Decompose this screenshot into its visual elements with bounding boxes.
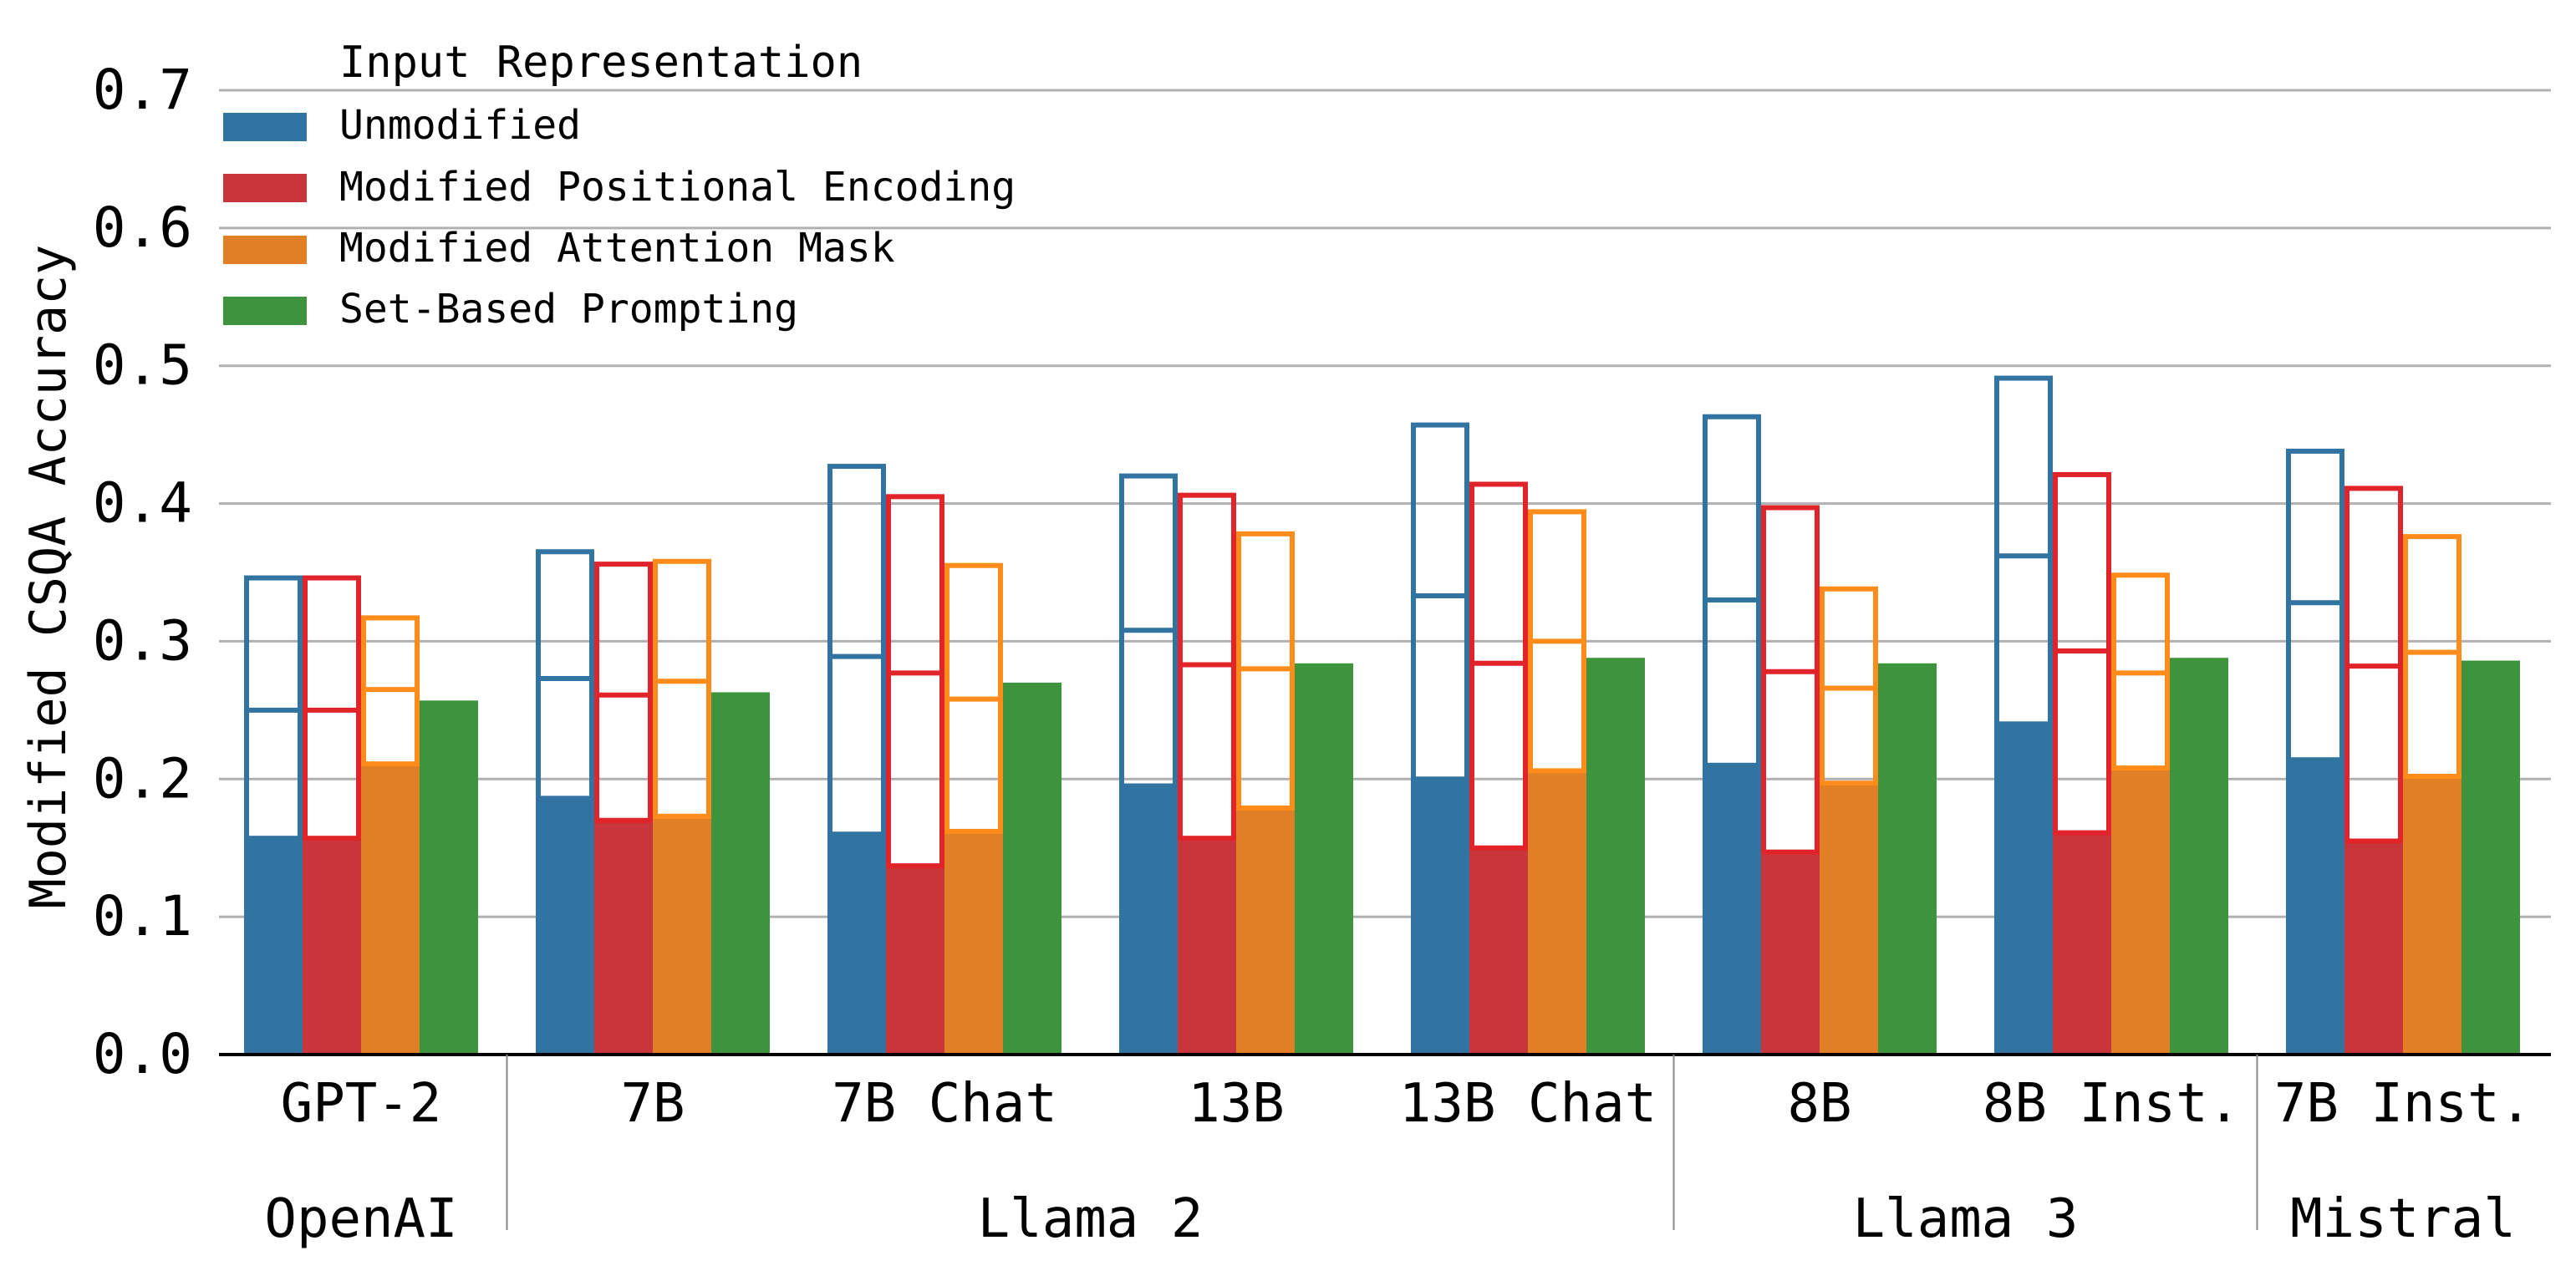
legend-entry-set-based-prompting: Set-Based Prompting xyxy=(339,286,798,333)
x-tick-label-13b: 13B xyxy=(1188,1073,1285,1135)
bar-set-based-prompting-7b-chat xyxy=(1003,682,1061,1055)
legend-swatch-modified-attention-mask xyxy=(223,236,307,264)
range-box-modified-positional-encoding-8b-inst xyxy=(2053,471,2111,836)
bar-min-unmodified-13b-chat xyxy=(1411,779,1469,1055)
range-box-modified-positional-encoding-7b-chat xyxy=(886,494,944,869)
range-box-unmodified-7b-inst xyxy=(2286,448,2344,763)
legend: Input Representation Unmodified Modified… xyxy=(223,38,1016,333)
bar-min-modified-attention-mask-7b-chat xyxy=(944,831,1003,1055)
range-box-unmodified-8b xyxy=(1703,414,1761,768)
bar-set-based-prompting-8b-inst xyxy=(2170,658,2228,1055)
y-tick-label-0-4: 0.4 xyxy=(93,471,192,536)
bar-min-unmodified-8b-inst xyxy=(1994,724,2053,1055)
bar-min-unmodified-13b xyxy=(1119,785,1178,1055)
x-tick-label-8b: 8B xyxy=(1787,1073,1851,1135)
gridlines xyxy=(219,89,2551,918)
y-tick-label-0-2: 0.2 xyxy=(93,746,192,811)
range-box-modified-attention-mask-7b-inst xyxy=(2403,534,2461,779)
y-tick-label-0-1: 0.1 xyxy=(93,884,192,948)
bar-min-modified-attention-mask-7b xyxy=(653,816,711,1055)
range-box-unmodified-7b-chat xyxy=(827,464,886,837)
bar-set-based-prompting-8b xyxy=(1878,663,1937,1055)
legend-entry-modified-positional-encoding: Modified Positional Encoding xyxy=(339,164,1016,211)
x-tick-labels: GPT-2 7B 7B Chat 13B 13B Chat 8B 8B Inst. 7B In… xyxy=(281,1073,2532,1135)
bar-min-unmodified-7b xyxy=(536,798,594,1055)
x-tick-label-8b-inst: 8B Inst. xyxy=(1983,1073,2240,1135)
group-label-openai: OpenAI xyxy=(264,1188,457,1250)
bar-set-based-prompting-13b xyxy=(1295,663,1353,1055)
x-tick-label-7b-inst: 7B Inst. xyxy=(2274,1073,2532,1135)
bar-min-modified-positional-encoding-gpt-2 xyxy=(303,838,361,1055)
bar-min-modified-positional-encoding-13b xyxy=(1178,838,1236,1055)
bar-min-modified-positional-encoding-7b xyxy=(594,820,653,1055)
y-axis-label: Modified CSQA Accuracy xyxy=(19,245,78,909)
bar-set-based-prompting-7b xyxy=(711,692,770,1055)
range-box-modified-positional-encoding-8b xyxy=(1761,505,1820,855)
bar-min-modified-positional-encoding-8b-inst xyxy=(2053,832,2111,1055)
x-tick-label-7b-chat: 7B Chat xyxy=(832,1073,1057,1135)
group-labels: OpenAI Llama 2 Llama 3 Mistral xyxy=(264,1055,2516,1250)
range-box-modified-attention-mask-7b xyxy=(653,558,711,819)
legend-title: Input Representation xyxy=(339,38,863,88)
group-label-mistral: Mistral xyxy=(2290,1188,2516,1250)
y-tick-label-0-5: 0.5 xyxy=(93,333,192,398)
bar-set-based-prompting-7b-inst xyxy=(2461,660,2520,1055)
y-tick-label-0-0: 0.0 xyxy=(93,1022,192,1086)
bar-min-modified-attention-mask-8b xyxy=(1820,783,1878,1055)
bar-min-modified-attention-mask-13b xyxy=(1236,807,1295,1055)
x-tick-label-gpt-2: GPT-2 xyxy=(281,1073,442,1135)
range-box-unmodified-13b-chat xyxy=(1411,422,1469,782)
legend-swatch-set-based-prompting xyxy=(223,297,307,325)
range-box-modified-positional-encoding-13b-chat xyxy=(1469,481,1528,851)
legend-swatch-modified-positional-encoding xyxy=(223,174,307,202)
range-box-unmodified-7b xyxy=(536,549,594,801)
range-box-unmodified-8b-inst xyxy=(1994,375,2053,727)
y-tick-label-0-7: 0.7 xyxy=(93,58,192,122)
group-label-llama-2: Llama 2 xyxy=(978,1188,1204,1250)
bar-set-based-prompting-13b-chat xyxy=(1586,658,1645,1055)
bar-min-unmodified-7b-inst xyxy=(2286,760,2344,1055)
bar-min-modified-positional-encoding-8b xyxy=(1761,852,1820,1055)
bar-min-modified-positional-encoding-7b-chat xyxy=(886,866,944,1055)
legend-entry-modified-attention-mask: Modified Attention Mask xyxy=(339,225,895,272)
legend-swatch-unmodified xyxy=(223,113,307,141)
bar-min-modified-positional-encoding-13b-chat xyxy=(1469,847,1528,1055)
x-tick-label-7b: 7B xyxy=(620,1073,685,1135)
y-tick-labels: 0.0 0.1 0.2 0.3 0.4 0.5 0.6 0.7 xyxy=(93,58,192,1086)
group-label-llama-3: Llama 3 xyxy=(1853,1188,2079,1250)
bar-min-modified-positional-encoding-7b-inst xyxy=(2344,841,2403,1055)
bar-min-modified-attention-mask-13b-chat xyxy=(1528,770,1586,1055)
y-tick-label-0-3: 0.3 xyxy=(93,608,192,673)
bar-min-unmodified-7b-chat xyxy=(827,834,886,1055)
bars xyxy=(244,375,2520,1055)
bar-min-modified-attention-mask-7b-inst xyxy=(2403,775,2461,1055)
bar-min-modified-attention-mask-gpt-2 xyxy=(361,764,420,1055)
legend-entry-unmodified: Unmodified xyxy=(339,102,581,149)
range-box-modified-positional-encoding-7b xyxy=(594,562,653,823)
bar-set-based-prompting-gpt-2 xyxy=(420,700,478,1055)
bar-min-unmodified-gpt-2 xyxy=(244,838,303,1055)
y-tick-label-0-6: 0.6 xyxy=(93,196,192,260)
x-tick-label-13b-chat: 13B Chat xyxy=(1399,1073,1657,1135)
bar-min-unmodified-8b xyxy=(1703,765,1761,1055)
bar-min-modified-attention-mask-8b-inst xyxy=(2111,768,2170,1055)
